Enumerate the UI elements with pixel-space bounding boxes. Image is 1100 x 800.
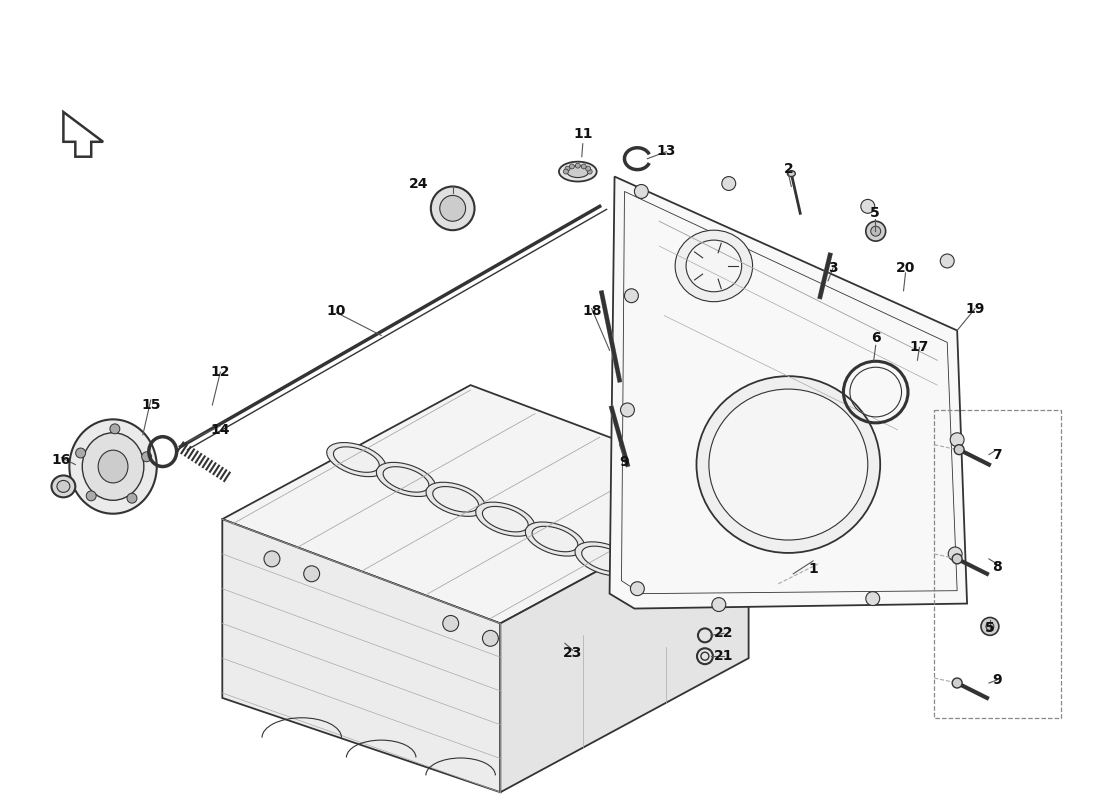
Circle shape	[76, 448, 86, 458]
Ellipse shape	[566, 166, 588, 178]
Ellipse shape	[376, 462, 436, 497]
Ellipse shape	[575, 542, 635, 576]
Ellipse shape	[475, 502, 535, 536]
Ellipse shape	[696, 376, 880, 553]
Circle shape	[581, 164, 586, 169]
Text: 18: 18	[582, 304, 602, 318]
Text: 24: 24	[409, 177, 429, 190]
Text: 1: 1	[808, 562, 818, 576]
Polygon shape	[609, 177, 967, 609]
Ellipse shape	[52, 475, 75, 498]
Circle shape	[86, 491, 96, 501]
Ellipse shape	[69, 419, 157, 514]
Ellipse shape	[532, 526, 578, 552]
Circle shape	[440, 195, 465, 222]
Ellipse shape	[57, 481, 70, 492]
Circle shape	[981, 618, 999, 635]
Text: 22: 22	[714, 626, 734, 640]
Circle shape	[110, 424, 120, 434]
Circle shape	[954, 445, 964, 454]
Text: 11: 11	[573, 127, 593, 141]
Ellipse shape	[559, 162, 596, 182]
Text: 19: 19	[966, 302, 984, 316]
Circle shape	[940, 254, 954, 268]
Text: 10: 10	[327, 304, 346, 318]
Polygon shape	[222, 519, 500, 792]
Circle shape	[950, 433, 964, 446]
Ellipse shape	[582, 546, 627, 572]
Text: 17: 17	[910, 340, 930, 354]
Circle shape	[570, 164, 574, 169]
Circle shape	[264, 551, 279, 567]
Ellipse shape	[708, 389, 868, 540]
Text: 6: 6	[871, 331, 880, 346]
Ellipse shape	[98, 450, 128, 483]
Circle shape	[565, 166, 570, 171]
Circle shape	[625, 289, 638, 302]
Circle shape	[948, 547, 962, 561]
Text: 3: 3	[828, 261, 838, 275]
Circle shape	[861, 199, 875, 214]
Ellipse shape	[483, 506, 528, 532]
Text: 15: 15	[141, 398, 161, 412]
Circle shape	[575, 163, 581, 168]
Circle shape	[126, 494, 138, 503]
Text: 5: 5	[984, 622, 994, 635]
Text: 21: 21	[714, 650, 734, 663]
Circle shape	[142, 452, 152, 462]
Circle shape	[563, 169, 569, 174]
Circle shape	[304, 566, 320, 582]
Circle shape	[620, 403, 635, 417]
Text: 9: 9	[992, 673, 1002, 687]
Ellipse shape	[333, 447, 380, 472]
Text: 12: 12	[210, 365, 230, 379]
Circle shape	[630, 582, 645, 596]
Polygon shape	[64, 112, 103, 157]
Circle shape	[635, 185, 648, 198]
Text: 23: 23	[563, 646, 583, 660]
Circle shape	[722, 177, 736, 190]
Ellipse shape	[82, 433, 144, 500]
Circle shape	[587, 169, 592, 174]
Polygon shape	[222, 385, 749, 623]
Circle shape	[953, 678, 962, 688]
Ellipse shape	[526, 522, 584, 556]
Circle shape	[483, 630, 498, 646]
Ellipse shape	[675, 230, 752, 302]
Text: 20: 20	[895, 261, 915, 275]
Ellipse shape	[686, 240, 741, 292]
Text: 9: 9	[619, 454, 629, 469]
Text: 7: 7	[992, 448, 1002, 462]
Text: 2: 2	[783, 162, 793, 176]
Ellipse shape	[432, 486, 478, 512]
Circle shape	[866, 592, 880, 606]
Circle shape	[585, 166, 591, 171]
Ellipse shape	[426, 482, 485, 516]
Text: 14: 14	[210, 422, 230, 437]
Ellipse shape	[327, 442, 386, 477]
Circle shape	[953, 554, 962, 564]
Text: 8: 8	[992, 560, 1002, 574]
Text: 5: 5	[870, 206, 880, 220]
Polygon shape	[500, 490, 749, 792]
Ellipse shape	[788, 170, 795, 177]
Circle shape	[712, 598, 726, 611]
Text: 13: 13	[657, 144, 675, 158]
Circle shape	[442, 615, 459, 631]
Circle shape	[431, 186, 474, 230]
Circle shape	[871, 226, 881, 236]
Ellipse shape	[383, 466, 429, 492]
Circle shape	[866, 222, 886, 241]
Circle shape	[986, 622, 994, 630]
Text: 16: 16	[52, 453, 72, 466]
